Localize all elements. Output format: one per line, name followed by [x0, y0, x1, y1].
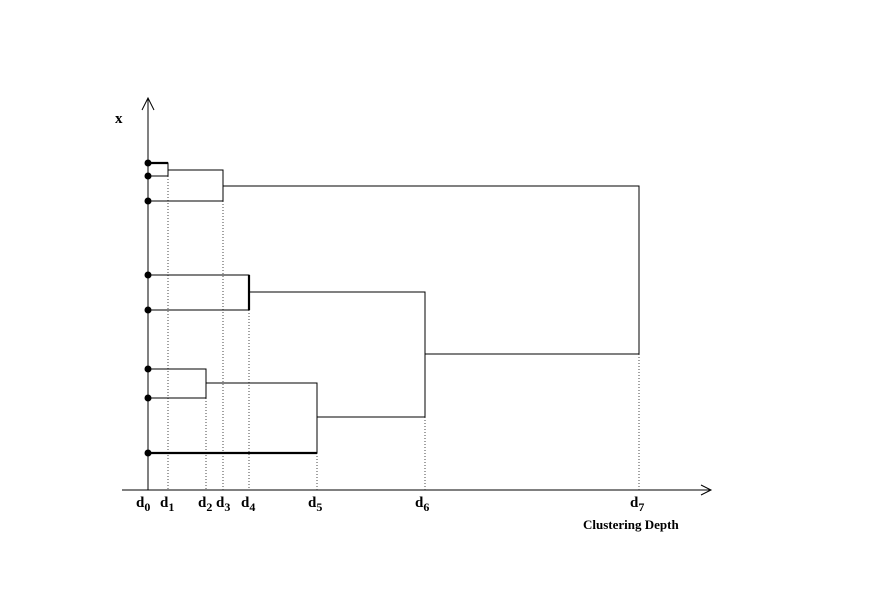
leaf — [144, 449, 152, 457]
links — [148, 161, 640, 455]
tick-base: d — [241, 495, 250, 511]
tick-base: d — [136, 495, 145, 511]
tick-label: d2 — [198, 495, 212, 514]
tick-labels: d0 d1 d2 d3 d4 d5 d6 d7 — [136, 495, 644, 514]
leaf — [144, 365, 152, 373]
x-arrow — [700, 484, 713, 496]
leaf — [144, 271, 152, 279]
leaf — [144, 197, 152, 205]
tick-label: d1 — [160, 495, 174, 514]
tick-base: d — [198, 495, 207, 511]
tick-label: d6 — [415, 495, 429, 514]
tick-base: d — [415, 495, 424, 511]
leaf — [144, 306, 152, 314]
tick-sub: 4 — [249, 500, 255, 514]
y-arrow — [141, 96, 155, 111]
tick-label: d7 — [630, 495, 644, 514]
tick-base: d — [308, 495, 317, 511]
leaf — [144, 159, 152, 167]
tick-sub: 5 — [316, 500, 322, 514]
tick-base: d — [630, 495, 639, 511]
tick-base: d — [216, 495, 225, 511]
tick-sub: 3 — [224, 500, 230, 514]
tick-sub: 0 — [144, 500, 150, 514]
leaves — [144, 159, 152, 457]
tick-sub: 7 — [638, 500, 644, 514]
link — [223, 185, 640, 355]
leaf — [144, 394, 152, 402]
x-label: Clustering Depth — [583, 517, 679, 532]
y-label: x — [115, 111, 123, 127]
depth-guides — [167, 176, 640, 490]
leaf — [144, 172, 152, 180]
tick-sub: 1 — [168, 500, 174, 514]
tick-label: d5 — [308, 495, 322, 514]
link — [206, 382, 318, 453]
tick-label: d3 — [216, 495, 230, 514]
tick-label: d0 — [136, 495, 150, 514]
tick-sub: 2 — [206, 500, 212, 514]
tick-base: d — [160, 495, 169, 511]
tick-label: d4 — [241, 495, 255, 514]
tick-sub: 6 — [423, 500, 429, 514]
